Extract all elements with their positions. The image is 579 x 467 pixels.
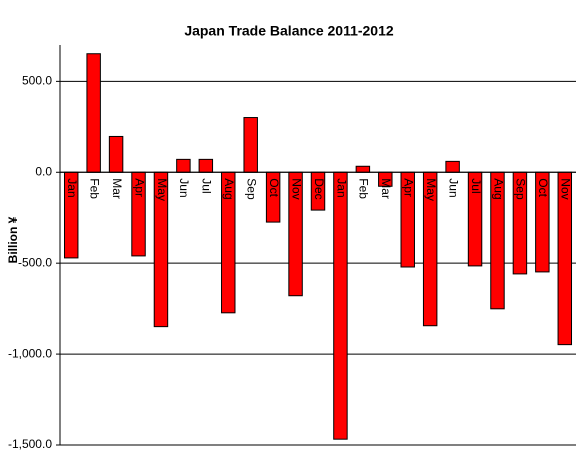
y-tick-label: -500.0 <box>18 255 52 269</box>
chart-title: Japan Trade Balance 2011-2012 <box>184 23 394 39</box>
x-tick-label: Jan <box>65 178 79 197</box>
y-tick-label: 0.0 <box>35 164 52 178</box>
x-tick-label: Jan <box>334 178 348 197</box>
x-tick-label: Dec <box>312 178 326 199</box>
x-tick-label: Jul <box>200 178 214 193</box>
x-tick-label: Oct <box>267 178 281 197</box>
x-tick-label: Jun <box>177 178 191 197</box>
bar <box>333 171 348 440</box>
bar <box>243 117 258 173</box>
y-tick-label: -1,000.0 <box>8 346 52 360</box>
bar <box>355 165 371 173</box>
x-tick-label: Mar <box>379 178 393 199</box>
bar <box>108 135 124 173</box>
x-tick-label: Nov <box>559 178 573 199</box>
x-tick-label: Feb <box>87 178 101 199</box>
x-tick-label: Aug <box>222 178 236 199</box>
x-tick-label: Nov <box>289 178 303 199</box>
x-tick-label: Oct <box>536 178 550 197</box>
x-tick-label: Mar <box>110 178 124 199</box>
x-tick-label: Feb <box>357 178 371 199</box>
x-tick-label: Jun <box>446 178 460 197</box>
y-axis-label: Billion ¥ <box>6 216 20 263</box>
bar <box>86 53 101 173</box>
x-tick-label: Jul <box>469 178 483 193</box>
bar <box>176 158 191 173</box>
x-tick-label: Sep <box>245 178 259 200</box>
x-tick-label: May <box>155 178 169 201</box>
x-tick-label: Apr <box>402 178 416 197</box>
y-tick-label: 500.0 <box>22 74 52 88</box>
bar <box>198 158 214 173</box>
x-tick-label: Aug <box>491 178 505 199</box>
bar <box>445 160 460 173</box>
y-tick-label: -1,500.0 <box>8 437 52 451</box>
x-tick-label: May <box>424 178 438 201</box>
x-tick-label: Apr <box>132 178 146 197</box>
x-tick-label: Sep <box>514 178 528 200</box>
